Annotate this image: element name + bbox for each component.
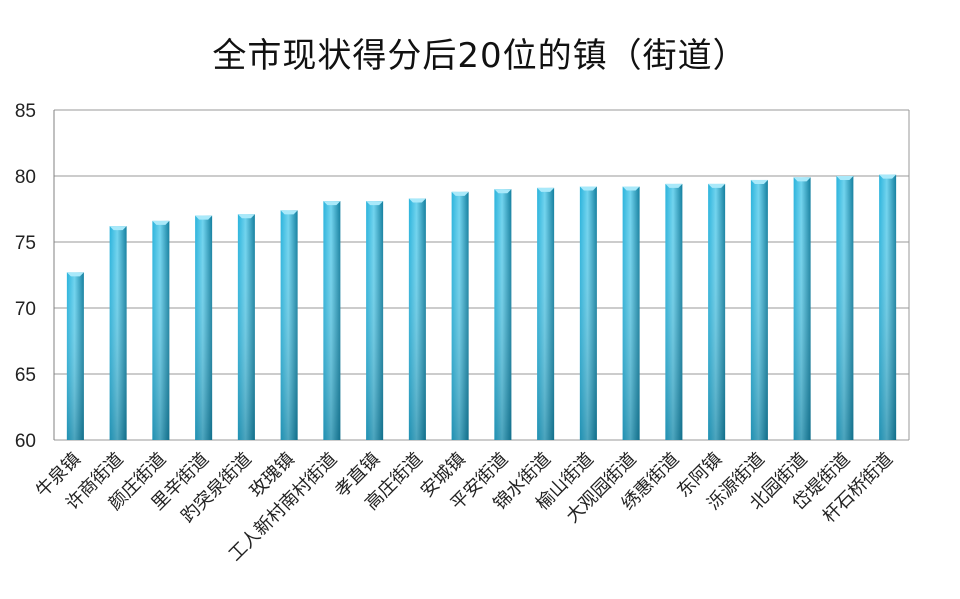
bar-cap [237,214,255,219]
bar-shade [109,226,127,440]
bar-cap [280,210,298,215]
bar-cap [152,220,170,225]
bar-shade [494,189,512,440]
bar-cap [750,179,768,184]
bar [665,183,683,441]
bar [408,198,426,440]
bar [451,191,469,440]
bar-shade [237,214,255,440]
bar-shade [408,198,426,440]
bar [237,214,255,440]
bar [66,272,84,440]
bar-cap [408,198,426,203]
bar-cap [323,201,341,206]
bar [494,189,512,440]
bar-shade [195,215,213,440]
bar-cap [195,215,213,220]
bar-shade [708,183,726,441]
bar-shade [836,176,854,440]
bar [622,186,640,440]
bar-shade [280,210,298,440]
bar-cap [836,176,854,180]
bar-cap [708,183,726,188]
y-tick-label: 75 [15,233,36,254]
y-tick-label: 60 [15,431,36,452]
bar-shade [879,174,897,440]
bar-cap [665,183,683,188]
bar [537,187,555,440]
bar [579,186,597,440]
bar-cap [451,191,469,196]
bar-shade [750,179,768,440]
bar [280,210,298,440]
y-tick-label: 80 [15,167,36,188]
bar-cap [366,201,384,206]
bar-shade [366,201,384,440]
bar-shade [793,177,811,440]
bar [708,183,726,441]
bar-shade [579,186,597,440]
bar [793,177,811,440]
y-tick-label: 65 [15,365,36,386]
bar-cap [622,186,640,191]
bar-cap [879,174,897,179]
bar-shade [451,191,469,440]
y-tick-label: 70 [15,299,36,320]
bar-cap [109,226,127,231]
bar-cap [66,272,84,277]
bar-shade [665,183,683,441]
bar-shade [323,201,341,440]
y-tick-label: 85 [15,101,36,122]
bar-shade [152,220,170,440]
bar [836,176,854,440]
bar-cap [537,187,555,192]
bar-cap [579,186,597,191]
bar [152,220,170,440]
chart-title: 全市现状得分后20位的镇（街道） [212,36,748,76]
bar-cap [793,177,811,182]
bar-cap [494,189,512,194]
bar [323,201,341,440]
bar [109,226,127,440]
bar-shade [66,272,84,440]
bar [750,179,768,440]
bar [195,215,213,440]
bar [879,174,897,440]
bar-shade [622,186,640,440]
bar [366,201,384,440]
bar-shade [537,187,555,440]
